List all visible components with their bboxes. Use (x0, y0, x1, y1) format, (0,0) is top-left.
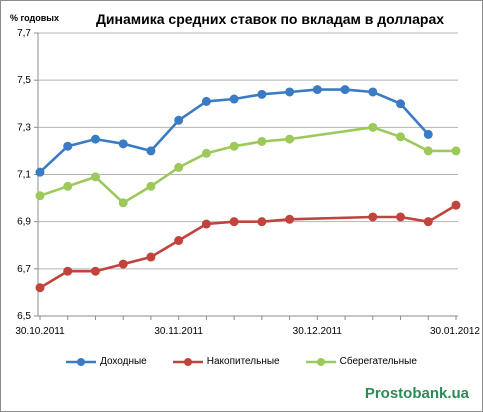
data-point (423, 146, 433, 156)
data-point (396, 99, 406, 109)
data-point (90, 134, 100, 144)
y-tick-label: 7,1 (17, 170, 31, 181)
legend-item: Накопительные (172, 356, 280, 367)
legend-label: Накопительные (206, 356, 280, 367)
data-point (118, 259, 128, 269)
series-1 (35, 85, 433, 177)
data-point (118, 139, 128, 149)
data-point (201, 96, 211, 106)
data-point (340, 85, 350, 95)
data-point (368, 122, 378, 132)
data-point (35, 167, 45, 177)
data-point (285, 214, 295, 224)
data-point (90, 172, 100, 182)
y-tick-label: 6,5 (17, 311, 31, 322)
data-point (201, 219, 211, 229)
data-point (396, 212, 406, 222)
series-line (39, 204, 457, 289)
data-point (229, 94, 239, 104)
x-tick-label: 30.10.2011 (15, 326, 65, 337)
data-point (451, 200, 461, 210)
legend-marker (305, 357, 336, 366)
chart-legend: Доходные Накопительные Сберегательные (0, 356, 483, 367)
data-point (423, 129, 433, 139)
data-point (174, 162, 184, 172)
data-point (285, 134, 295, 144)
data-point (423, 217, 433, 227)
data-point (146, 146, 156, 156)
y-tick-label: 6,9 (17, 217, 31, 228)
data-point (285, 87, 295, 97)
legend-item: Сберегательные (305, 356, 417, 367)
data-point (396, 132, 406, 142)
series-3 (35, 122, 461, 208)
data-point (451, 146, 461, 156)
legend-marker (172, 357, 203, 366)
data-point (174, 115, 184, 125)
legend-label: Доходные (100, 356, 147, 367)
legend-label: Сберегательные (339, 356, 417, 367)
data-point (35, 191, 45, 201)
data-point (312, 85, 322, 95)
data-point (118, 198, 128, 208)
legend-item: Доходные (66, 356, 147, 367)
data-point (368, 87, 378, 97)
data-point (63, 181, 73, 191)
data-point (229, 141, 239, 151)
y-tick-label: 6,7 (17, 264, 31, 275)
data-point (174, 236, 184, 246)
watermark: Prostobank.ua (364, 385, 469, 402)
data-point (146, 181, 156, 191)
data-point (90, 266, 100, 276)
data-point (35, 283, 45, 293)
legend-marker (66, 357, 97, 366)
x-tick-label: 30.12.2011 (293, 326, 343, 337)
y-axis-unit-label: % годовых (10, 13, 59, 23)
data-point (63, 141, 73, 151)
y-tick-label: 7,7 (17, 28, 31, 39)
data-point (257, 136, 267, 146)
series-line (39, 126, 456, 205)
y-tick-label: 7,5 (17, 75, 31, 86)
data-point (229, 217, 239, 227)
data-point (257, 217, 267, 227)
series-2 (35, 200, 461, 293)
x-tick-label: 30.11.2011 (154, 326, 203, 337)
data-point (257, 89, 267, 99)
y-tick-label: 7,3 (17, 122, 31, 133)
data-point (146, 252, 156, 262)
data-point (63, 266, 73, 276)
data-point (201, 148, 211, 158)
x-tick-label: 30.01.2012 (430, 326, 480, 337)
data-point (368, 212, 378, 222)
